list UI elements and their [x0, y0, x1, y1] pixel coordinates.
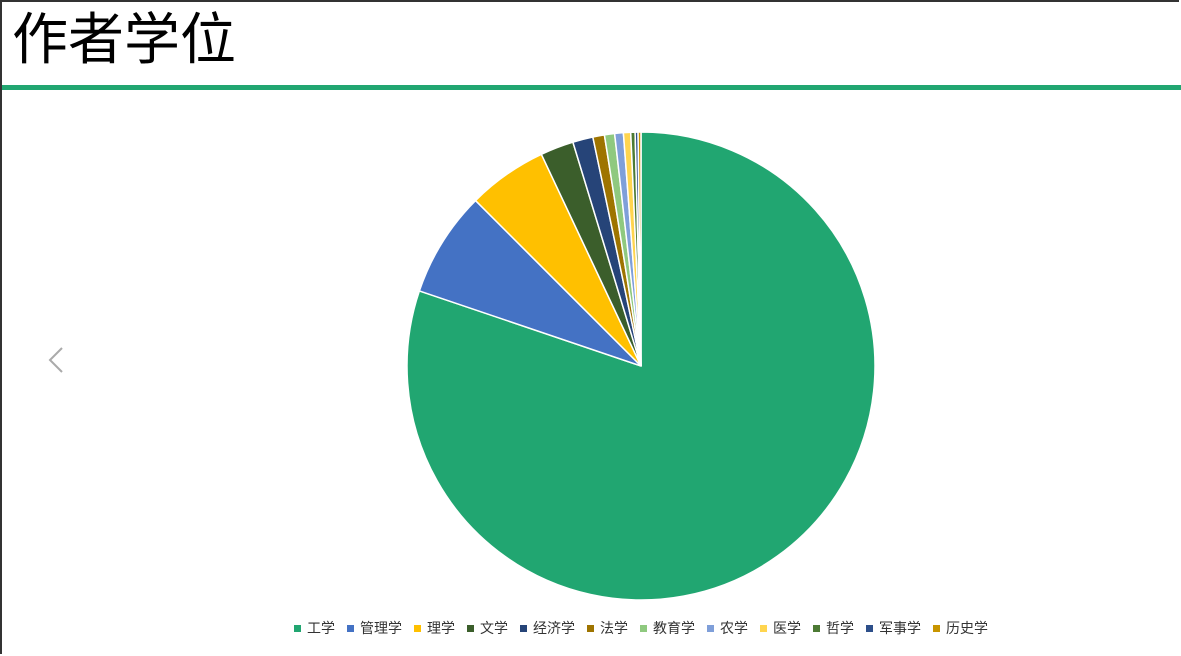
legend-swatch — [587, 625, 594, 632]
legend-swatch — [347, 625, 354, 632]
legend-label: 哲学 — [826, 621, 854, 637]
legend-swatch — [707, 625, 714, 632]
legend-swatch — [933, 625, 940, 632]
legend: 工学 管理学 理学 文学 经济学 法学 教育学 农学 医学 哲学 军事学 历史学 — [294, 621, 988, 637]
legend-swatch — [414, 625, 421, 632]
legend-swatch — [866, 625, 873, 632]
prev-arrow[interactable] — [48, 347, 63, 373]
legend-swatch — [520, 625, 527, 632]
pie — [406, 131, 876, 601]
chart-title: 作者学位 — [12, 8, 236, 73]
legend-label: 经济学 — [533, 621, 575, 637]
legend-label: 工学 — [307, 621, 335, 637]
legend-label: 教育学 — [653, 621, 695, 637]
legend-swatch — [294, 625, 301, 632]
legend-label: 历史学 — [946, 621, 988, 637]
legend-swatch — [760, 625, 767, 632]
legend-label: 军事学 — [879, 621, 921, 637]
legend-label: 理学 — [427, 621, 455, 637]
legend-swatch — [813, 625, 820, 632]
title-rule — [2, 85, 1181, 90]
pie-slice — [418, 199, 642, 367]
legend-swatch — [640, 625, 647, 632]
legend-label: 医学 — [773, 621, 801, 637]
legend-label: 法学 — [600, 621, 628, 637]
pie-slice — [637, 131, 642, 367]
legend-label: 农学 — [720, 621, 748, 637]
legend-swatch — [467, 625, 474, 632]
legend-label: 文学 — [480, 621, 508, 637]
legend-label: 管理学 — [360, 621, 402, 637]
